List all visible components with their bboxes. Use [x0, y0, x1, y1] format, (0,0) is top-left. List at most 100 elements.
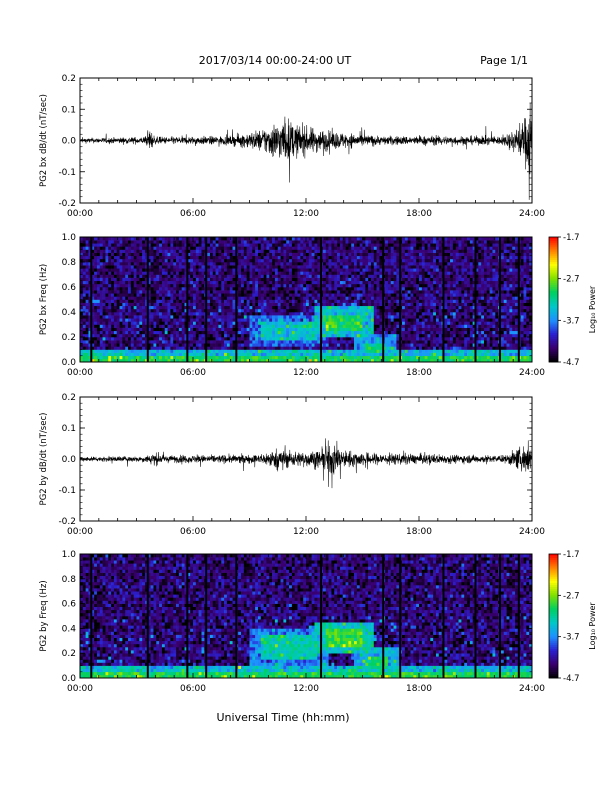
spectrogram-cell — [122, 293, 126, 297]
spectrogram-cell — [368, 293, 372, 297]
spectrogram-cell — [108, 308, 112, 313]
spectrogram-cell — [164, 308, 168, 313]
spectrogram-cell — [128, 327, 132, 332]
spectrogram-cell — [421, 280, 425, 285]
spectrogram-cell — [113, 330, 118, 335]
spectrogram-cell — [277, 355, 281, 360]
spectrogram-cell — [396, 240, 400, 244]
spectrogram-cell — [80, 355, 84, 360]
spectrogram-cell — [334, 293, 338, 297]
spectrogram-cell — [113, 337, 118, 341]
spectrogram-cell — [125, 315, 129, 319]
spectrogram-cell — [376, 249, 380, 253]
spectrogram-cell — [370, 308, 375, 313]
spectrogram-cell — [385, 321, 389, 325]
spectrogram-cell — [198, 271, 202, 275]
spectrogram-cell — [322, 315, 327, 319]
spectrogram-cell — [260, 327, 264, 332]
spectrogram-cell — [419, 252, 423, 257]
spectrogram-cell — [116, 327, 120, 332]
spectrogram-cell — [289, 296, 293, 300]
spectrogram-cell — [212, 293, 216, 297]
spectrogram-cell — [94, 258, 98, 263]
spectrogram-cell — [404, 355, 409, 360]
spectrogram-cell — [311, 337, 315, 341]
spectrogram-cell — [159, 252, 163, 257]
spectrogram-cell — [80, 255, 84, 260]
spectrogram-cell — [402, 324, 406, 328]
spectrogram-cell — [215, 262, 219, 266]
spectrogram-cell — [96, 346, 101, 350]
spectrogram-cell — [176, 330, 180, 335]
spectrogram-cell — [193, 318, 197, 322]
spectrogram-cell — [286, 265, 290, 269]
spectrogram-cell — [297, 249, 301, 253]
spectrogram-cell — [136, 252, 140, 257]
spectrogram-cell — [272, 243, 276, 247]
spectrogram-cell — [421, 315, 425, 319]
spectrogram-cell — [342, 312, 346, 316]
spectrogram-cell — [207, 340, 211, 344]
spectrogram-cell — [385, 274, 389, 278]
spectrogram-cell — [167, 290, 171, 294]
spectrogram-cell — [184, 337, 188, 341]
spectrogram-cell — [201, 287, 205, 291]
spectrogram-cell — [303, 265, 307, 269]
spectrogram-cell — [156, 349, 160, 353]
spectrogram-cell — [416, 255, 420, 260]
spectrogram-cell — [348, 355, 352, 360]
spectrogram-cell — [322, 252, 327, 257]
spectrogram-cell — [108, 293, 112, 297]
spectrogram-cell — [224, 249, 228, 253]
spectrogram-cell — [331, 262, 335, 266]
spectrogram-cell — [277, 265, 281, 269]
spectrogram-cell — [252, 299, 256, 303]
spectrogram-cell — [221, 249, 225, 253]
spectrogram-cell — [125, 262, 129, 266]
spectrogram-cell — [379, 293, 383, 297]
spectrogram-cell — [198, 283, 202, 288]
spectrogram-cell — [359, 277, 363, 282]
spectrogram-cell — [167, 296, 171, 300]
spectrogram-cell — [147, 283, 151, 288]
spectrogram-cell — [334, 277, 338, 282]
spectrogram-cell — [286, 299, 290, 303]
spectrogram-cell — [356, 315, 360, 319]
spectrogram-cell — [232, 318, 236, 322]
spectrogram-cell — [167, 293, 171, 297]
spectrogram-cell — [224, 262, 228, 266]
spectrogram-cell — [255, 349, 259, 353]
spectrogram-cell — [226, 352, 231, 357]
spectrogram-cell — [178, 346, 183, 350]
spectrogram-cell — [410, 293, 414, 297]
spectrogram-cell — [291, 327, 296, 332]
spectrogram-cell — [328, 265, 332, 269]
spectrogram-cell — [421, 265, 425, 269]
spectrogram-cell — [280, 318, 284, 322]
spectrogram-cell — [289, 337, 293, 341]
spectrogram-cell — [337, 305, 341, 310]
spectrogram-cell — [306, 237, 310, 241]
spectrogram-cell — [328, 271, 332, 275]
spectrogram-cell — [407, 252, 411, 257]
spectrogram-cell — [393, 249, 397, 253]
spectrogram-cell — [260, 355, 264, 360]
spectrogram-cell — [102, 287, 106, 291]
spectrogram-cell — [402, 321, 406, 325]
spectrogram-cell — [396, 330, 400, 335]
spectrogram-cell — [113, 271, 118, 275]
spectrogram-cell — [224, 324, 228, 328]
spectrogram-cell — [419, 290, 423, 294]
spectrogram-cell — [147, 265, 151, 269]
spectrogram-cell — [413, 302, 417, 307]
spectrogram-cell — [224, 337, 228, 341]
spectrogram-cell — [150, 296, 154, 300]
spectrogram-cell — [80, 308, 84, 313]
spectrogram-cell — [249, 315, 253, 319]
spectrogram-cell — [144, 255, 149, 260]
spectrogram-cell — [164, 349, 168, 353]
spectrogram-cell — [156, 287, 160, 291]
spectrogram-cell — [221, 318, 225, 322]
spectrogram-cell — [297, 240, 301, 244]
spectrogram-cell — [280, 283, 284, 288]
